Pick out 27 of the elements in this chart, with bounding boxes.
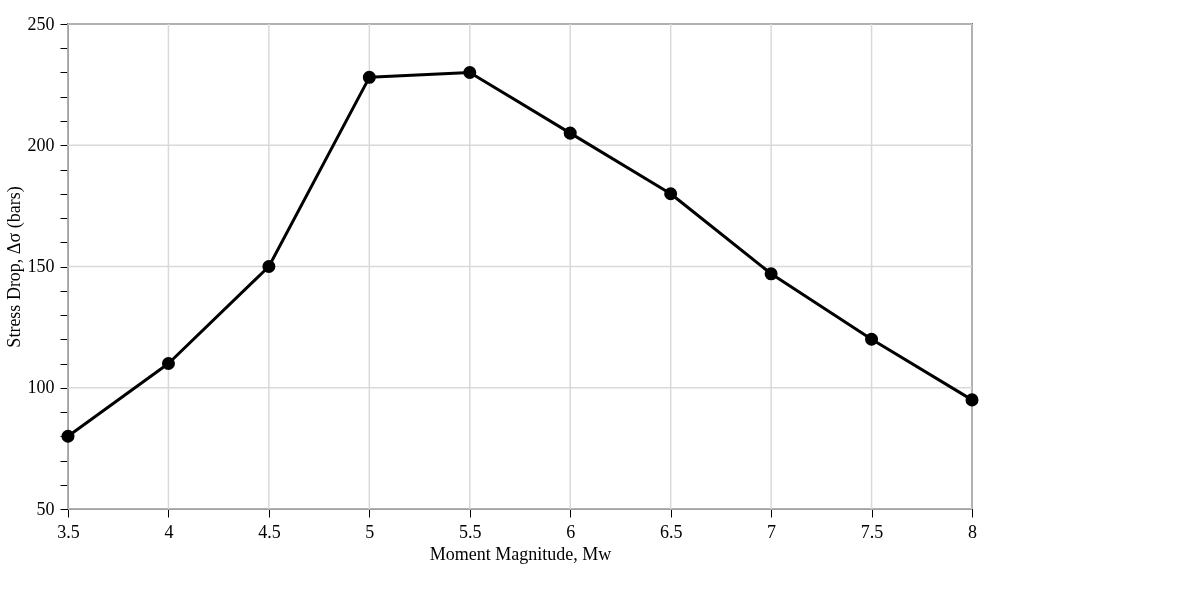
x-tick-label: 4.5 xyxy=(258,521,281,542)
x-tick-label: 5.5 xyxy=(459,521,482,542)
x-tick-label: 6.5 xyxy=(659,521,683,542)
x-tick-label: 3.5 xyxy=(57,521,80,542)
point xyxy=(865,332,879,346)
point xyxy=(61,429,75,443)
point xyxy=(563,126,577,140)
point xyxy=(262,259,276,274)
x-tick-label: 8 xyxy=(968,521,977,542)
y-tick-label: 50 xyxy=(36,498,55,519)
x-tick-label: 7 xyxy=(767,521,777,542)
x-tick-label: 7.5 xyxy=(860,521,884,542)
point xyxy=(965,393,979,407)
y-tick-label: 100 xyxy=(27,377,55,398)
y-tick-label: 250 xyxy=(27,13,55,34)
x-tick-label: 4 xyxy=(164,521,174,542)
point xyxy=(764,267,778,281)
point xyxy=(463,65,477,80)
point xyxy=(664,187,678,201)
point xyxy=(362,70,376,84)
x-axis-title: Moment Magnitude, Mw xyxy=(429,543,612,564)
point xyxy=(161,356,175,371)
y-tick-label: 200 xyxy=(27,134,55,155)
x-tick-label: 5 xyxy=(365,521,375,542)
x-tick-label: 6 xyxy=(566,521,576,542)
y-axis-title: Stress Drop, Δσ (bars) xyxy=(3,186,25,348)
y-tick-label: 150 xyxy=(27,256,55,276)
